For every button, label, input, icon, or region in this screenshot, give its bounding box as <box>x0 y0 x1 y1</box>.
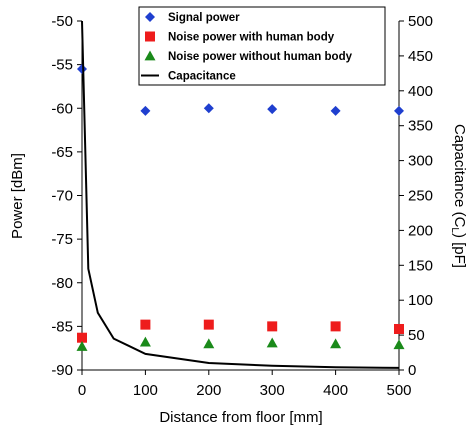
signal-power-point <box>394 105 404 116</box>
x-tick-label: 0 <box>78 382 86 399</box>
legend-swatch-signal-power <box>145 12 155 22</box>
plot-series <box>76 20 405 369</box>
y-right-tick-label: 150 <box>408 257 433 274</box>
noise-power-without-human-body-point <box>76 340 88 351</box>
y-left-tick-label: -60 <box>51 100 73 117</box>
signal-power-point <box>267 104 278 115</box>
legend-label-noise-power-without-human-body: Noise power without human body <box>168 51 353 63</box>
y-left-tick-labels: -90 -85 -80 -75 -70 -65 -60 -55 -50 <box>51 13 73 379</box>
x-tick-label: 200 <box>196 382 221 399</box>
noise-power-without-human-body-point <box>330 338 342 349</box>
y-right-tick-label: 400 <box>408 83 433 100</box>
legend-label-capacitance: Capacitance <box>168 71 236 83</box>
y-left-tick-label: -90 <box>51 362 73 379</box>
x-tick-labels: 0 100 200 300 400 500 <box>78 382 412 399</box>
y-left-tick-label: -80 <box>51 275 73 292</box>
y-right-axis-title: Capacitance (CL) [pF] <box>449 124 468 268</box>
noise-power-with-human-body-point <box>140 319 151 330</box>
noise-power-without-human-body-point <box>139 336 151 347</box>
legend-box <box>138 6 386 86</box>
noise-power-with-human-body-point <box>330 321 341 332</box>
y-right-title-subscript: L <box>449 227 460 233</box>
noise-power-with-human-body-point <box>77 332 87 343</box>
y-right-tick-label: 0 <box>408 362 416 379</box>
noise-power-with-human-body-point <box>394 323 404 334</box>
legend-label-noise-power-with-human-body: Noise power with human body <box>168 32 335 44</box>
x-tick-label: 100 <box>133 382 158 399</box>
signal-power-point <box>330 105 341 116</box>
y-left-axis-title: Power [dBm] <box>9 153 26 239</box>
y-left-tick-label: -70 <box>51 188 73 205</box>
signal-power-point <box>203 103 214 114</box>
y-right-tick-label: 250 <box>408 188 433 205</box>
y-left-tick-label: -65 <box>51 144 73 161</box>
y-left-tick-label: -75 <box>51 231 73 248</box>
y-left-tick-label: -85 <box>51 318 73 335</box>
axes <box>77 20 404 375</box>
x-tick-label: 400 <box>323 382 348 399</box>
legend-label-signal-power: Signal power <box>168 12 240 24</box>
y-right-tick-label: 300 <box>408 153 433 170</box>
noise-power-without-human-body-point <box>393 339 405 350</box>
y-right-title-main: Capacitance (C <box>451 124 468 228</box>
y-right-tick-label: 100 <box>408 292 433 309</box>
y-right-tick-label: 500 <box>408 13 433 30</box>
y-right-tick-label: 450 <box>408 48 433 65</box>
capacitance-line <box>81 20 400 369</box>
noise-power-with-human-body-point <box>267 321 278 332</box>
y-right-tick-label: 350 <box>408 118 433 135</box>
y-left-tick-label: -50 <box>51 13 73 30</box>
x-axis-title: Distance from floor [mm] <box>159 409 322 426</box>
signal-power-point <box>77 63 87 74</box>
noise-power-with-human-body-point <box>203 319 214 330</box>
legend: Signal power Noise power with human body N… <box>138 6 386 86</box>
y-right-tick-label: 50 <box>408 327 425 344</box>
y-right-title-suffix: ) [pF] <box>451 233 468 268</box>
noise-power-without-human-body-point <box>266 337 278 348</box>
x-tick-label: 300 <box>260 382 285 399</box>
y-left-tick-label: -55 <box>51 57 73 74</box>
signal-power-point <box>140 105 151 116</box>
noise-power-without-human-body-point <box>203 338 215 349</box>
y-right-tick-label: 200 <box>408 222 433 239</box>
legend-swatch-noise-power-without-human-body <box>144 50 156 61</box>
legend-swatch-noise-power-with-human-body <box>145 31 155 42</box>
y-right-tick-labels: 0 50 100 150 200 250 300 350 400 450 500 <box>408 13 433 379</box>
x-tick-label: 500 <box>386 382 411 399</box>
